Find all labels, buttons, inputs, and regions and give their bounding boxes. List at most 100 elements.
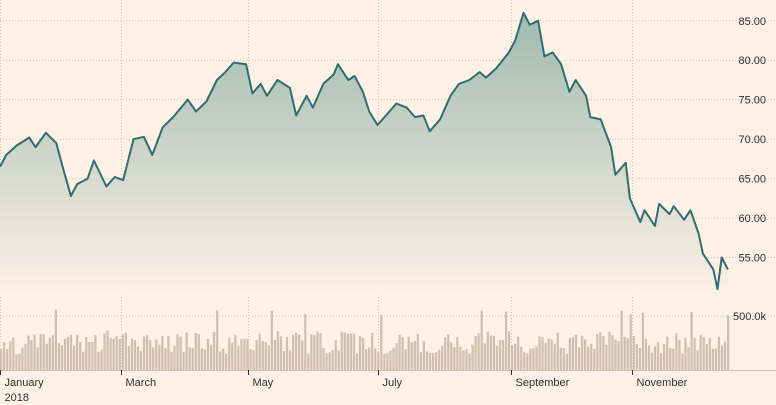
volume-bar xyxy=(33,334,36,370)
volume-bar xyxy=(675,333,678,370)
volume-bar xyxy=(401,337,404,370)
volume-bar xyxy=(389,350,392,370)
volume-bar xyxy=(142,336,146,370)
volume-bar xyxy=(182,351,185,370)
volume-bar xyxy=(91,341,94,370)
volume-bar xyxy=(76,334,79,370)
volume-bar xyxy=(54,309,57,370)
volume-bar xyxy=(164,348,167,370)
volume-bar xyxy=(106,330,109,370)
volume-bar xyxy=(693,337,696,370)
volume-bar xyxy=(319,333,322,370)
volume-bar xyxy=(422,340,426,370)
volume-bar xyxy=(130,338,134,370)
volume-bar xyxy=(331,349,334,370)
volume-bar xyxy=(514,343,517,370)
volume-bar xyxy=(152,347,155,370)
volume-bar xyxy=(450,342,453,370)
volume-bar xyxy=(523,352,526,370)
volume-bar xyxy=(465,348,468,370)
volume-bar xyxy=(18,353,21,370)
volume-bar xyxy=(127,346,130,370)
volume-bar xyxy=(657,342,660,370)
volume-bar xyxy=(133,340,137,370)
volume-bar xyxy=(158,344,161,370)
volume-bar xyxy=(726,315,730,370)
volume-bar xyxy=(112,338,115,370)
time-tick-label: January xyxy=(5,377,45,389)
volume-bar xyxy=(413,340,416,370)
volume-bar xyxy=(30,340,33,370)
volume-bar xyxy=(246,338,249,370)
time-tick-label: November xyxy=(637,377,688,389)
volume-bar xyxy=(438,349,441,370)
volume-bar xyxy=(103,333,106,370)
volume-bar xyxy=(173,345,176,370)
volume-bar xyxy=(3,342,6,370)
volume-bar xyxy=(240,339,243,370)
price-tick-label: 70.00 xyxy=(738,134,766,146)
price-tick-label: 60.00 xyxy=(738,213,766,225)
volume-bar xyxy=(623,336,626,370)
volume-bar xyxy=(51,335,54,370)
volume-bar xyxy=(650,352,654,370)
volume-bar xyxy=(66,336,70,370)
volume-bar xyxy=(441,345,444,370)
volume-bar xyxy=(517,336,520,370)
volume-bar xyxy=(12,337,15,370)
volume-bar xyxy=(267,345,270,370)
volume-bar xyxy=(593,348,596,370)
volume-bar xyxy=(231,342,234,370)
volume-bars xyxy=(0,309,730,370)
volume-bar xyxy=(456,337,459,370)
volume-bar xyxy=(486,331,489,370)
volume-bar xyxy=(584,339,587,370)
price-line xyxy=(0,11,729,291)
volume-bar xyxy=(301,340,304,370)
time-tick-label: July xyxy=(383,377,403,389)
volume-bar xyxy=(559,347,562,370)
volume-bar xyxy=(21,347,24,370)
volume-bar xyxy=(243,338,246,370)
volume-bar xyxy=(605,344,608,370)
volume-bar xyxy=(170,351,173,370)
volume-bar xyxy=(407,336,410,370)
volume-bar xyxy=(295,332,298,370)
volume-bar xyxy=(431,352,435,370)
volume-bar xyxy=(285,337,289,370)
volume-bar xyxy=(94,335,97,370)
volume-bar xyxy=(520,346,523,370)
volume-bar xyxy=(580,335,584,370)
volume-bar xyxy=(310,334,313,370)
volume-bar xyxy=(687,347,690,370)
volume-bar xyxy=(550,339,553,370)
volume-bar xyxy=(483,343,486,370)
volume-bar xyxy=(535,346,538,370)
volume-bar xyxy=(702,337,705,370)
volume-bar xyxy=(316,331,319,370)
volume-bar xyxy=(82,351,85,370)
volume-bar xyxy=(626,338,629,370)
volume-bar xyxy=(85,337,88,370)
volume-bar xyxy=(419,352,422,370)
volume-bar xyxy=(547,338,550,370)
price-tick-label: 80.00 xyxy=(738,55,766,67)
volume-bar xyxy=(638,348,641,370)
volume-bar xyxy=(371,332,374,370)
volume-bar xyxy=(209,344,213,370)
volume-bar xyxy=(346,333,349,370)
volume-bar xyxy=(468,353,471,370)
volume-bar xyxy=(538,336,541,370)
volume-bar xyxy=(222,348,225,370)
volume-bar xyxy=(292,334,295,370)
volume-bar xyxy=(574,335,578,370)
volume-bar xyxy=(149,339,152,370)
volume-bar xyxy=(495,345,499,370)
volume-bar xyxy=(225,353,228,370)
volume-bar xyxy=(261,340,264,370)
volume-bar xyxy=(352,333,356,370)
volume-bar xyxy=(57,343,61,370)
volume-bar xyxy=(155,339,158,370)
volume-bar xyxy=(462,350,465,370)
volume-bar xyxy=(684,338,687,370)
